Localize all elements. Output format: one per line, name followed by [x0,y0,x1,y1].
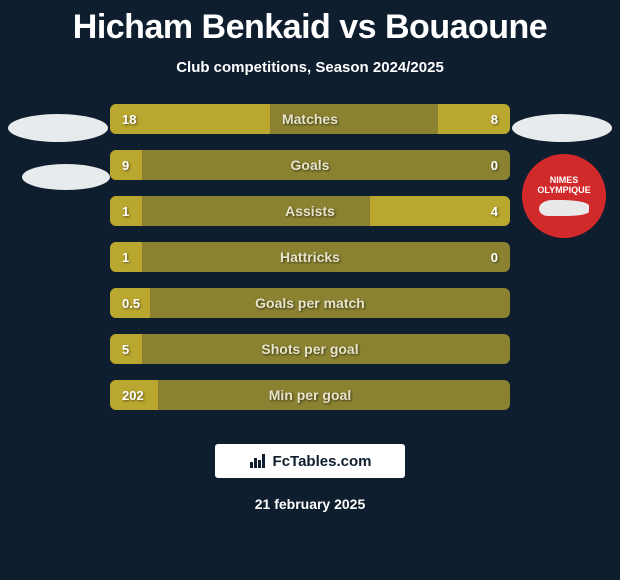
bar-value-left: 0.5 [122,288,140,318]
bar-row: 5Shots per goal [110,334,510,364]
bar-value-left: 9 [122,150,129,180]
page-title: Hicham Benkaid vs Bouaoune [0,0,620,47]
brand-text: FcTables.com [273,453,372,470]
bar-value-left: 5 [122,334,129,364]
bar-value-left: 18 [122,104,136,134]
bar-chart-icon [249,452,267,470]
bar-value-left: 1 [122,196,129,226]
club-badge-line2: OLYMPIQUE [537,186,590,196]
brand-badge: FcTables.com [215,444,405,478]
bar-label: Min per goal [110,380,510,410]
bar-fill-right [370,196,510,226]
bar-row: 202Min per goal [110,380,510,410]
bar-row: 0.5Goals per match [110,288,510,318]
bar-row: 14Assists [110,196,510,226]
bar-row: 188Matches [110,104,510,134]
crocodile-icon [539,200,589,216]
bar-value-right: 8 [491,104,498,134]
bar-label: Shots per goal [110,334,510,364]
bar-row: 9 0Goals [110,150,510,180]
bar-value-right: 0 [491,242,498,272]
bar-label: Goals per match [110,288,510,318]
comparison-chart: NIMES OLYMPIQUE 188Matches90Goals14Assis… [0,104,620,424]
bar-value-left: 202 [122,380,144,410]
bar-value-right: 0 [491,150,498,180]
player-right-ellipse [512,114,612,142]
date-text: 21 february 2025 [0,496,620,512]
bar-label: Goals [110,150,510,180]
bar-fill-right [438,104,510,134]
bar-row: 1 0Hattricks [110,242,510,272]
club-badge-right: NIMES OLYMPIQUE [522,154,606,238]
bar-value-right: 4 [491,196,498,226]
subtitle: Club competitions, Season 2024/2025 [0,59,620,76]
bar-value-left: 1 [122,242,129,272]
bar-label: Hattricks [110,242,510,272]
bars-container: 188Matches90Goals14Assists10Hattricks0.5… [110,104,510,426]
player-left-ellipse-1 [8,114,108,142]
player-left-ellipse-2 [22,164,110,190]
